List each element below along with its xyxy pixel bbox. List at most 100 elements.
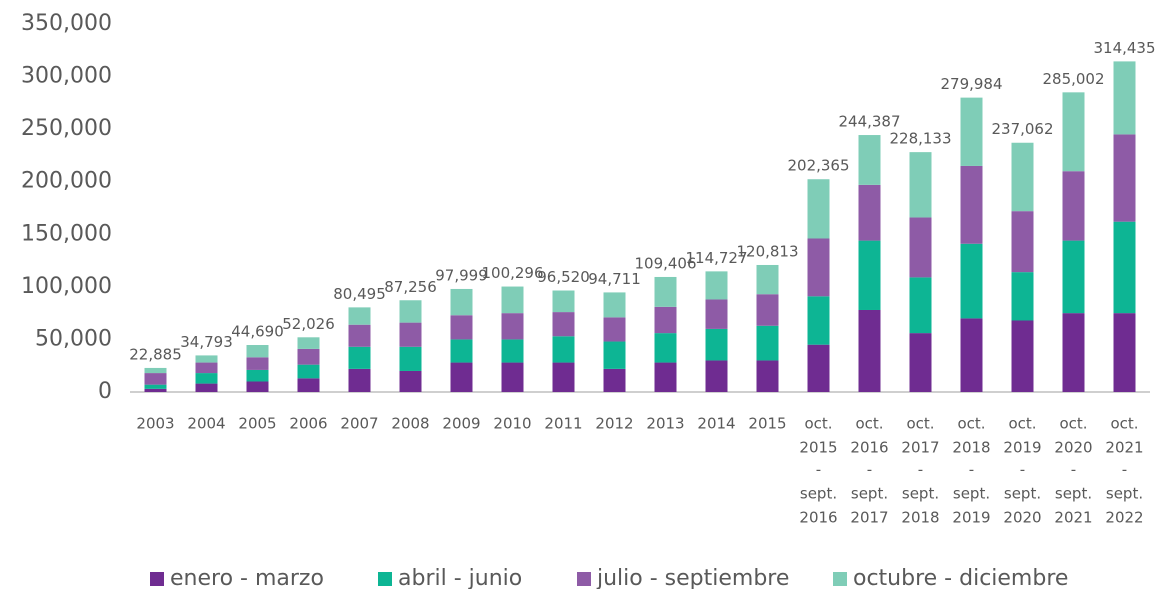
bar-segment bbox=[144, 367, 167, 374]
x-tick-label: 2013 bbox=[646, 415, 684, 433]
bar-segment bbox=[1113, 313, 1136, 392]
x-tick-label: 2004 bbox=[187, 415, 225, 433]
x-tick-label: 2017 bbox=[850, 509, 888, 527]
bar-segment bbox=[705, 328, 728, 361]
bar-segment bbox=[501, 362, 524, 392]
x-tick-label: 2017 bbox=[901, 439, 939, 457]
bar-segment bbox=[705, 299, 728, 329]
bar-segment bbox=[297, 348, 320, 365]
bar-segment bbox=[603, 368, 626, 392]
x-tick-label: oct. bbox=[1059, 415, 1087, 433]
x-tick-label: sept. bbox=[800, 485, 837, 503]
x-tick-label: 2016 bbox=[850, 439, 888, 457]
bar-segment bbox=[1062, 92, 1085, 172]
bar-segment bbox=[705, 271, 728, 300]
x-tick-label: 2014 bbox=[697, 415, 735, 433]
bar-segment bbox=[858, 135, 881, 185]
bar-segment bbox=[807, 344, 830, 392]
x-tick-label: 2006 bbox=[289, 415, 327, 433]
bar-segment bbox=[501, 339, 524, 363]
x-tick-label: 2011 bbox=[544, 415, 582, 433]
y-tick-label: 100,000 bbox=[21, 274, 112, 299]
x-tick-label: sept. bbox=[1004, 485, 1041, 503]
bar-segment bbox=[654, 362, 677, 392]
x-tick-label: 2021 bbox=[1054, 509, 1092, 527]
bar-segment bbox=[348, 324, 371, 347]
x-tick-label: 2016 bbox=[799, 509, 837, 527]
x-tick-label: 2010 bbox=[493, 415, 531, 433]
bar-segment bbox=[246, 345, 269, 358]
bar-segment bbox=[960, 318, 983, 392]
bar-segment bbox=[909, 277, 932, 334]
total-label: 80,495 bbox=[333, 285, 386, 303]
legend-label: octubre - diciembre bbox=[853, 566, 1068, 589]
total-label: 114,727 bbox=[685, 249, 747, 267]
bar-segment bbox=[603, 292, 626, 318]
bar-segment bbox=[756, 264, 779, 295]
bar-segment bbox=[756, 360, 779, 392]
bar-segment bbox=[501, 286, 524, 314]
x-tick-label: sept. bbox=[1106, 485, 1143, 503]
x-tick-label: oct. bbox=[1110, 415, 1138, 433]
y-tick-label: 0 bbox=[98, 379, 112, 404]
y-tick-label: 50,000 bbox=[35, 326, 112, 351]
y-tick-label: 350,000 bbox=[21, 11, 112, 36]
bar-segment bbox=[654, 276, 677, 307]
bar-segment bbox=[1113, 221, 1136, 314]
total-label: 285,002 bbox=[1042, 70, 1104, 88]
bar-segment bbox=[858, 240, 881, 310]
bar-segment bbox=[654, 306, 677, 334]
bar-segment bbox=[195, 355, 218, 363]
x-tick-label: 2009 bbox=[442, 415, 480, 433]
legend-label: enero - marzo bbox=[170, 566, 324, 589]
bar-segment bbox=[144, 373, 167, 385]
legend-swatch bbox=[150, 572, 164, 586]
bar-segment bbox=[705, 360, 728, 392]
x-tick-label: - bbox=[1020, 461, 1025, 479]
bar-segment bbox=[348, 368, 371, 392]
bar-segment bbox=[1113, 134, 1136, 222]
bar-segment bbox=[501, 313, 524, 340]
bar-segment bbox=[909, 152, 932, 218]
x-tick-label: oct. bbox=[906, 415, 934, 433]
bar-segment bbox=[960, 97, 983, 166]
bar-segment bbox=[348, 346, 371, 369]
x-tick-label: 2007 bbox=[340, 415, 378, 433]
bar-segment bbox=[450, 339, 473, 363]
total-label: 314,435 bbox=[1093, 39, 1155, 57]
total-label: 96,520 bbox=[537, 268, 590, 286]
x-tick-label: - bbox=[1122, 461, 1127, 479]
bar-segment bbox=[1113, 61, 1136, 135]
x-tick-label: oct. bbox=[804, 415, 832, 433]
bar-segment bbox=[1062, 240, 1085, 314]
bar-segment bbox=[399, 322, 422, 347]
bar-segment bbox=[960, 243, 983, 319]
bar-segment bbox=[654, 333, 677, 363]
bar-segment bbox=[450, 362, 473, 392]
bar-segment bbox=[552, 336, 575, 363]
bar-segment bbox=[144, 388, 167, 392]
x-tick-label: 2019 bbox=[1003, 439, 1041, 457]
total-label: 279,984 bbox=[940, 75, 1002, 93]
bar-segment bbox=[246, 357, 269, 370]
legend-swatch bbox=[833, 572, 847, 586]
x-tick-label: 2020 bbox=[1054, 439, 1092, 457]
bar-segment bbox=[1011, 142, 1034, 212]
x-tick-label: - bbox=[867, 461, 872, 479]
total-label: 237,062 bbox=[991, 120, 1053, 138]
bar-segment bbox=[756, 325, 779, 361]
bar-segment bbox=[807, 296, 830, 345]
bar-segment bbox=[348, 307, 371, 325]
total-label: 52,026 bbox=[282, 315, 335, 333]
bar-segment bbox=[807, 238, 830, 297]
x-tick-label: 2019 bbox=[952, 509, 990, 527]
total-label: 202,365 bbox=[787, 157, 849, 175]
bar-segment bbox=[297, 378, 320, 392]
y-tick-label: 200,000 bbox=[21, 169, 112, 194]
bar-segment bbox=[1062, 171, 1085, 241]
x-tick-label: 2005 bbox=[238, 415, 276, 433]
x-tick-label: 2022 bbox=[1105, 509, 1143, 527]
x-tick-label: sept. bbox=[851, 485, 888, 503]
x-tick-label: 2020 bbox=[1003, 509, 1041, 527]
x-tick-label: 2008 bbox=[391, 415, 429, 433]
